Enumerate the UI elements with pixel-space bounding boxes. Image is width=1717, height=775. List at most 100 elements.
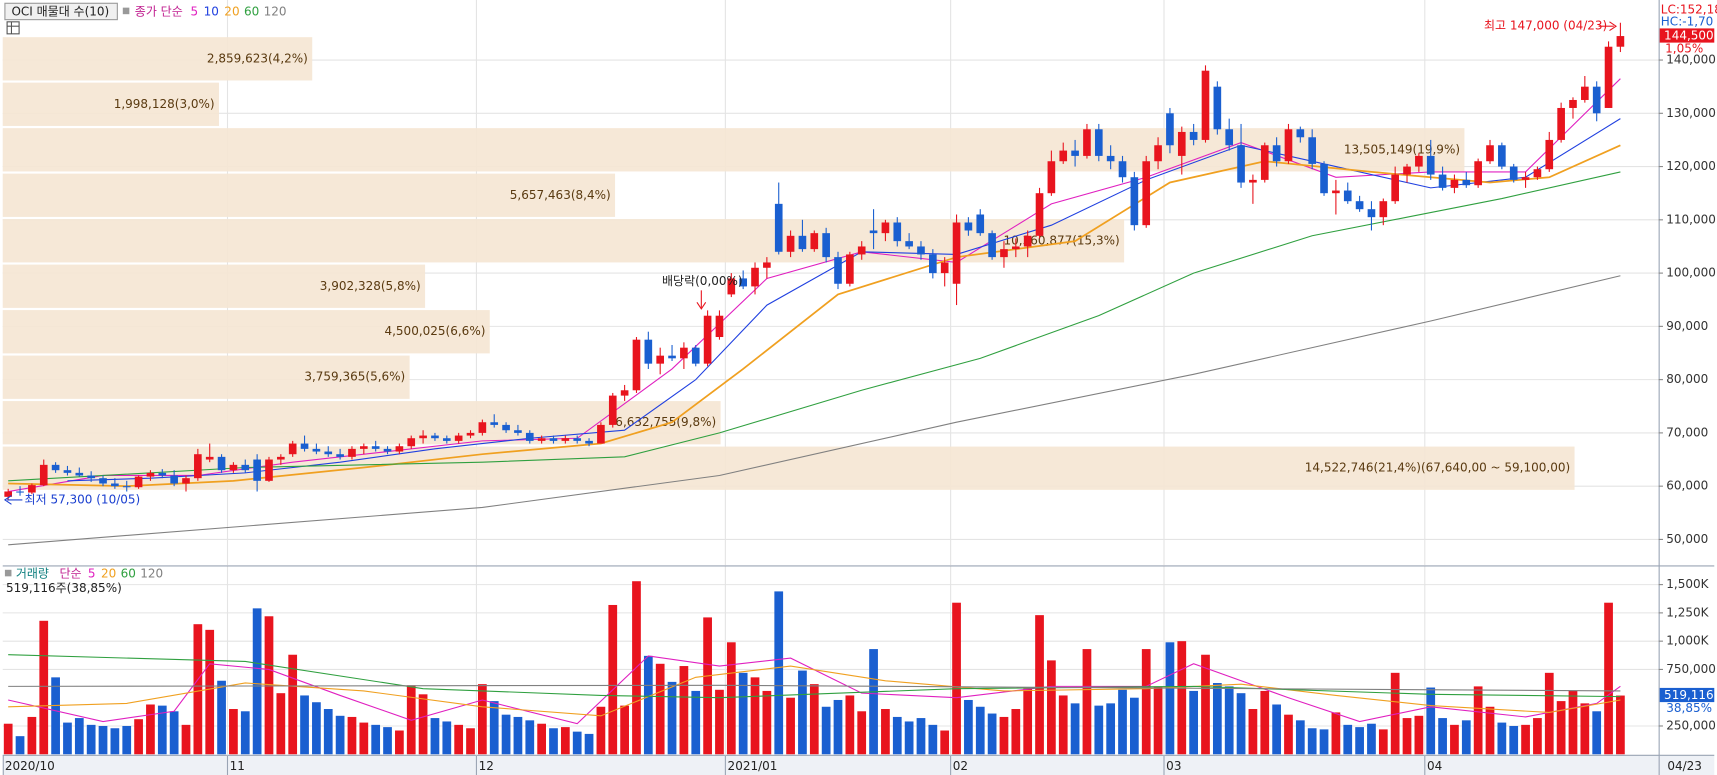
ma-line: [8, 144, 1621, 488]
candle-body: [1521, 177, 1530, 180]
volume-bar: [1307, 728, 1317, 755]
candle-body: [1498, 145, 1506, 167]
volume-bar: [1616, 695, 1625, 755]
legend-entry: 60: [244, 5, 259, 19]
volume-bar: [845, 695, 855, 755]
candle-body: [774, 203, 783, 252]
volume-bar: [774, 591, 784, 755]
candle-body: [940, 262, 949, 274]
candle-body: [194, 454, 202, 479]
volume-bar: [620, 705, 629, 755]
volume-bar: [1070, 703, 1080, 755]
candle-body: [691, 347, 700, 364]
volume-profile-bar: [2, 310, 490, 354]
volume-bar: [1331, 712, 1341, 755]
volume-bar: [608, 604, 618, 755]
volume-ratio-label: 38,85%: [1666, 701, 1712, 715]
volume-bar: [3, 723, 13, 755]
candle-body: [87, 475, 95, 479]
volume-bar: [1023, 688, 1033, 755]
legend-box: [4, 2, 118, 21]
volume-bar: [916, 718, 926, 755]
volume-profile-label: 13,505,149(19,9%): [1344, 142, 1460, 156]
candle-body: [1000, 249, 1008, 258]
candle-body: [703, 315, 712, 364]
candle-body: [407, 438, 416, 447]
volume-bar: [892, 716, 902, 755]
candle-body: [976, 214, 985, 234]
candle-body: [798, 235, 807, 250]
volume-bar: [288, 654, 298, 755]
candle-body: [324, 451, 333, 455]
candle-body: [608, 395, 617, 425]
x-tick-label: 03: [1166, 759, 1181, 773]
volume-bar: [110, 728, 120, 755]
candle-body: [1415, 155, 1423, 167]
volume-bar: [952, 602, 961, 755]
candle-body: [371, 446, 380, 449]
candle-body: [241, 464, 250, 471]
candle-body: [431, 435, 439, 439]
volume-bar: [1319, 729, 1329, 755]
legend-entry: 5: [88, 567, 96, 581]
candle-body: [1343, 190, 1352, 202]
candle-body: [383, 448, 392, 452]
candle-body: [1260, 145, 1269, 180]
volume-bar: [833, 699, 843, 755]
ma-line: [8, 171, 1621, 482]
volume-bar: [1082, 649, 1092, 755]
volume-bar: [264, 616, 274, 755]
candle-body: [1438, 174, 1447, 188]
volume-bar: [1129, 697, 1139, 755]
candle-body: [1308, 137, 1317, 164]
volume-bar: [229, 709, 238, 755]
candle-body: [99, 478, 107, 484]
candle-body: [917, 246, 925, 255]
legend-entry: 10: [204, 5, 219, 19]
candle-body: [312, 448, 321, 452]
volume-bar: [1035, 615, 1044, 755]
x-tick-label: 2021/01: [728, 759, 778, 773]
last-price-box: [1659, 28, 1715, 43]
candle-body: [680, 347, 688, 359]
candle-body: [656, 355, 665, 364]
volume-bar: [940, 730, 950, 755]
candle-body: [205, 456, 214, 460]
candle-body: [739, 278, 747, 287]
volume-profile-bar: [2, 446, 1575, 490]
y-tick-label: 110,000: [1666, 212, 1716, 226]
candle-body: [300, 443, 309, 449]
volume-bar: [74, 718, 84, 755]
candle-body: [893, 222, 902, 242]
candle-body: [952, 222, 961, 284]
volume-bar: [667, 681, 677, 755]
volume-bar: [596, 706, 606, 755]
volume-bar: [1177, 641, 1187, 755]
legend-entry: 5: [190, 5, 198, 19]
volume-bar: [335, 715, 345, 755]
volume-bar: [869, 649, 878, 755]
volume-bar: [525, 720, 535, 755]
volume-bar: [157, 705, 167, 755]
volume-bar: [857, 711, 867, 755]
candle-body: [1284, 129, 1293, 162]
volume-bar: [549, 728, 558, 755]
volume-bar: [134, 719, 143, 755]
date-axis-bg: [2, 755, 1715, 775]
candle-body: [1059, 150, 1068, 162]
candle-body: [810, 233, 819, 250]
volume-bar: [454, 724, 464, 755]
volume-bar: [1272, 704, 1281, 755]
volume-profile-label: 4,500,025(6,6%): [384, 324, 485, 338]
volume-bar: [1141, 649, 1151, 755]
candle-body: [1403, 166, 1411, 175]
table-icon[interactable]: [6, 21, 20, 35]
candle-body: [620, 390, 629, 396]
volume-bar: [501, 714, 511, 755]
volume-bar: [466, 728, 475, 755]
volume-profile-label: 1,998,128(3,0%): [114, 97, 215, 111]
last-date-label: 04/23: [1667, 759, 1702, 773]
legend-entry: 120: [140, 567, 163, 581]
volume-bar: [489, 701, 499, 755]
x-tick-label: 04: [1427, 759, 1442, 773]
